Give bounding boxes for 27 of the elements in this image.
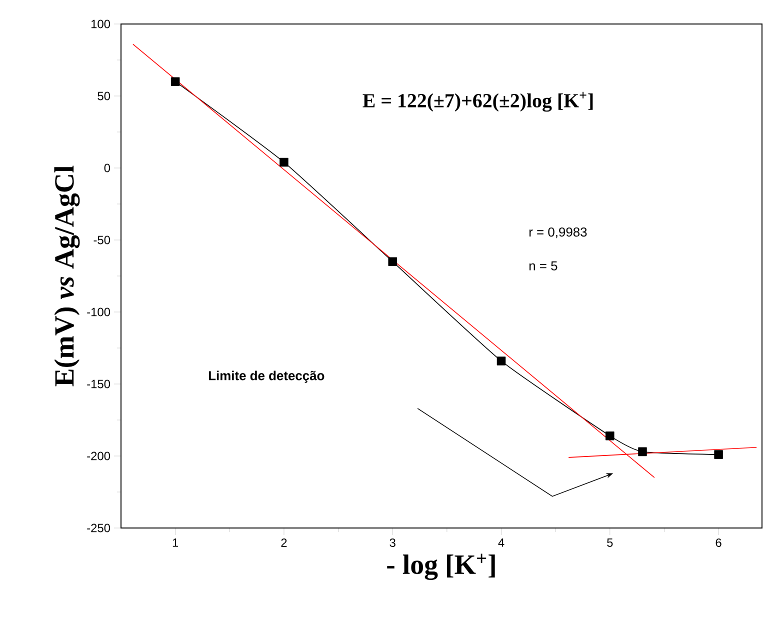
y-tick-label: -200	[87, 452, 110, 460]
point	[280, 158, 288, 167]
point	[606, 431, 614, 440]
x-tick-label: 1	[172, 538, 178, 547]
y-axis-title: E(mV) vs Ag/AgCl	[54, 166, 80, 386]
y-tick-label: 50	[98, 92, 110, 100]
point	[496, 356, 506, 366]
x-tick-label: 5	[607, 538, 613, 547]
annotation: E = 122(±7)+62(±2)log [K$^{+}$]	[362, 92, 593, 112]
annotation: Limite de detecção	[208, 370, 324, 383]
x-tick-label: 3	[390, 538, 396, 547]
x-axis-title: - log [K$^{+}$]	[387, 554, 495, 580]
x-tick-label: 2	[281, 538, 287, 547]
y-tick-label: 100	[91, 20, 110, 28]
annotation: r = 0,9983	[529, 227, 587, 238]
annotation: n = 5	[529, 261, 558, 270]
point	[388, 257, 397, 266]
y-tick-label: -50	[94, 236, 110, 244]
y-tick-label: -250	[87, 524, 110, 532]
y-tick-label: 0	[104, 164, 110, 172]
x-tick-label: 6	[716, 538, 722, 547]
point	[170, 77, 180, 86]
y-tick-label: -150	[87, 380, 110, 388]
point	[714, 450, 723, 459]
point	[638, 447, 647, 456]
y-tick-label: -100	[87, 308, 110, 316]
x-tick-label: 4	[498, 538, 504, 547]
